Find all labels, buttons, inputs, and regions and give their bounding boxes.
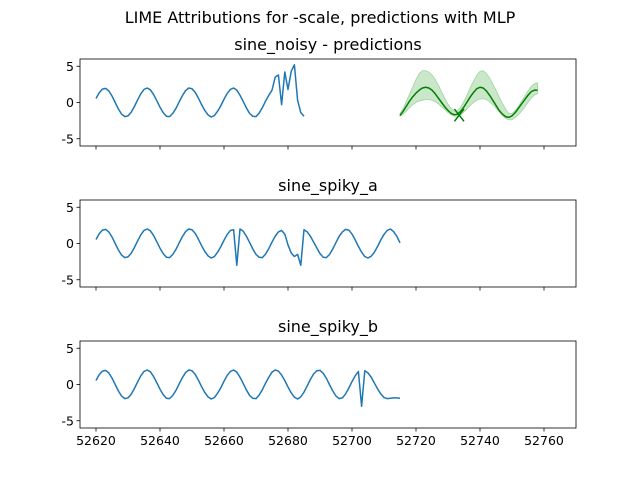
y-tick-label: 5 [66,341,74,356]
x-tick-label: 52620 [76,433,116,448]
plot-area [95,369,401,407]
subplot-1: sine_noisy - predictions -5 0 5 [62,35,577,150]
plot-area [95,228,401,266]
prediction-interval-band [399,70,538,121]
subplot-title: sine_spiky_a [278,176,378,196]
y-tick-label: 5 [66,59,74,74]
x-tick-label: 52680 [268,433,308,448]
y-tick-label: -5 [62,413,74,428]
subplot-2: sine_spiky_a -5 0 5 [62,176,577,291]
y-tick-label: 0 [66,95,74,110]
y-tick-label: -5 [62,272,74,287]
series-line-data [95,228,401,266]
y-tick-label: 0 [66,236,74,251]
figure-suptitle: LIME Attributions for -scale, prediction… [125,8,516,27]
series-line-data [95,369,401,407]
subplot-title: sine_noisy - predictions [234,35,422,55]
x-tick-label: 52640 [140,433,180,448]
y-tick-label: 0 [66,377,74,392]
y-tick-label: -5 [62,131,74,146]
y-tick-label: 5 [66,200,74,215]
x-tick-label: 52760 [524,433,564,448]
subplots: sine_noisy - predictions-505sine_spiky_a… [62,35,577,448]
x-tick-label: 52660 [204,433,244,448]
series-line-observed [95,64,305,118]
marker-stroke [453,108,465,122]
series-line-prediction [399,86,538,119]
plot-area [95,64,538,122]
x-tick-label: 52720 [396,433,436,448]
x-tick-label: 52700 [332,433,372,448]
x-tick-label: 52740 [460,433,500,448]
subplot-3: sine_spiky_b -5 0 5 52620 52640 52660 52680 5270… [62,317,577,448]
subplot-title: sine_spiky_b [278,317,378,337]
